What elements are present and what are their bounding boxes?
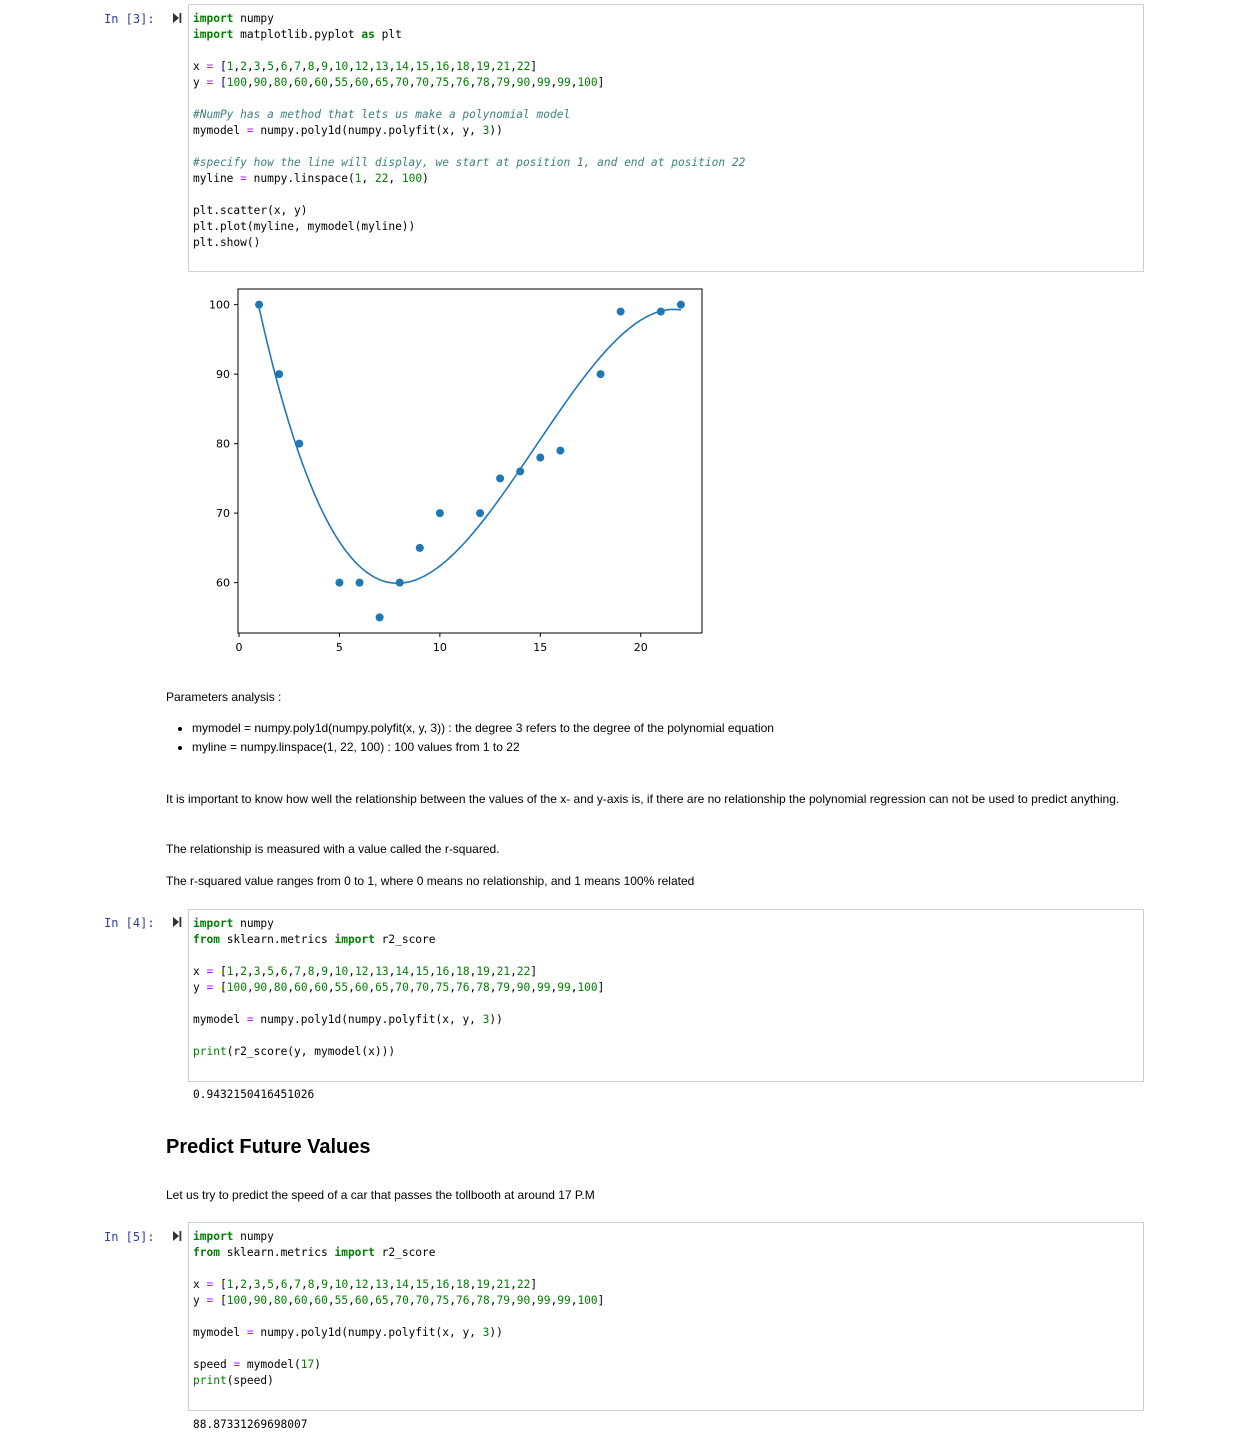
code-editor[interactable]: import numpy from sklearn.metrics import… [193, 1230, 605, 1387]
x-tick-label: 10 [433, 641, 447, 654]
x-tick-label: 5 [336, 641, 343, 654]
data-point [536, 453, 545, 462]
cell-prompt: In [3]: [104, 12, 155, 26]
run-cell-icon[interactable] [172, 916, 182, 928]
data-point [335, 578, 344, 587]
data-point [516, 467, 525, 476]
run-cell-icon[interactable] [172, 1230, 182, 1242]
run-cell-icon[interactable] [172, 12, 182, 24]
paragraph: The relationship is measured with a valu… [166, 842, 500, 856]
parameters-list: mymodel = numpy.poly1d(numpy.polyfit(x, … [166, 719, 774, 757]
plot-area [237, 288, 703, 634]
data-point [596, 370, 605, 379]
paragraph: The r-squared value ranges from 0 to 1, … [166, 874, 695, 888]
y-tick-label: 90 [216, 368, 230, 381]
section-heading: Predict Future Values [166, 1136, 371, 1158]
data-point [375, 613, 384, 622]
x-tick-label: 15 [533, 641, 547, 654]
x-tick-label: 20 [634, 641, 648, 654]
data-point [676, 300, 685, 309]
data-point [395, 578, 404, 587]
data-point [435, 509, 444, 518]
data-point [556, 446, 565, 455]
code-editor[interactable]: import numpy import matplotlib.pyplot as… [193, 12, 746, 249]
y-tick-label: 100 [209, 299, 230, 312]
cell-prompt: In [4]: [104, 916, 155, 930]
fit-line [258, 307, 681, 585]
code-editor[interactable]: import numpy from sklearn.metrics import… [193, 917, 605, 1058]
data-point [656, 307, 665, 316]
data-point [415, 543, 424, 552]
data-point [616, 307, 625, 316]
data-point [295, 439, 304, 448]
code-cell-5[interactable]: import numpy from sklearn.metrics import… [188, 1222, 1144, 1411]
paragraph: It is important to know how well the rel… [166, 792, 1120, 806]
data-point [496, 474, 505, 483]
code-cell-4[interactable]: import numpy from sklearn.metrics import… [188, 909, 1144, 1082]
code-cell-3[interactable]: import numpy import matplotlib.pyplot as… [188, 4, 1144, 272]
data-point [355, 578, 364, 587]
scatter-chart: 0 5 10 15 20 60 70 80 90 100 [209, 288, 703, 654]
paragraph: Let us try to predict the speed of a car… [166, 1188, 595, 1202]
data-point [255, 300, 264, 309]
x-tick-label: 0 [236, 641, 243, 654]
parameters-title: Parameters analysis : [166, 690, 282, 704]
y-tick-label: 70 [216, 507, 230, 520]
cell-output: 0.9432150416451026 [193, 1088, 315, 1101]
data-point [275, 370, 284, 379]
cell-output: 88.87331269698007 [193, 1418, 308, 1431]
list-item: mymodel = numpy.poly1d(numpy.polyfit(x, … [192, 719, 774, 738]
y-tick-label: 60 [216, 577, 230, 590]
list-item: myline = numpy.linspace(1, 22, 100) : 10… [192, 738, 774, 757]
cell-prompt: In [5]: [104, 1230, 155, 1244]
y-tick-label: 80 [216, 438, 230, 451]
data-point [476, 509, 485, 518]
